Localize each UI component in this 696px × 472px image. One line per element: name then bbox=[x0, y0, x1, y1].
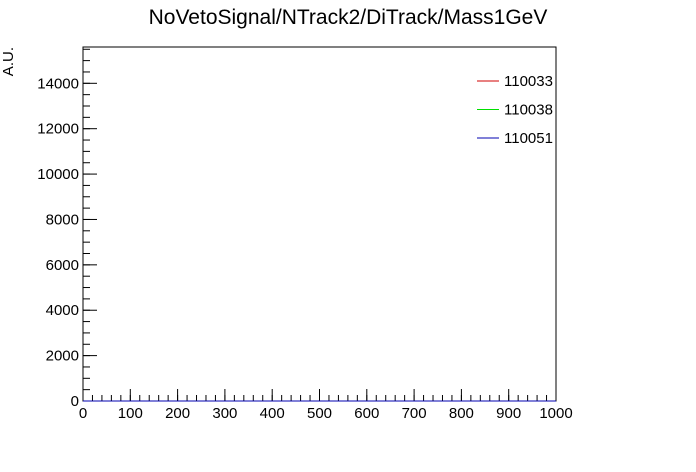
x-tick-label: 600 bbox=[354, 405, 379, 422]
x-tick-label: 700 bbox=[402, 405, 427, 422]
x-tick-label: 900 bbox=[496, 405, 521, 422]
legend: 110033 110038 110051 bbox=[477, 73, 553, 147]
x-tick-label: 1000 bbox=[539, 405, 572, 422]
legend-label: 110038 bbox=[504, 102, 553, 119]
y-tick-label: 4000 bbox=[46, 302, 79, 319]
legend-label: 110051 bbox=[504, 130, 553, 147]
x-tick-label: 200 bbox=[165, 405, 190, 422]
x-tick-label: 400 bbox=[260, 405, 285, 422]
x-axis: 0 100 200 300 400 500 600 700 800 900 1000 bbox=[79, 389, 573, 422]
y-tick-label: 10000 bbox=[37, 166, 79, 183]
chart-title: NoVetoSignal/NTrack2/DiTrack/Mass1GeV bbox=[149, 6, 548, 29]
x-tick-label: 500 bbox=[307, 405, 332, 422]
y-axis: 0 2000 4000 6000 8000 10000 12000 14000 bbox=[37, 48, 97, 410]
y-tick-label: 8000 bbox=[46, 211, 79, 228]
y-tick-label: 0 bbox=[71, 393, 79, 410]
y-tick-label: 12000 bbox=[37, 121, 79, 138]
x-tick-label: 0 bbox=[79, 405, 87, 422]
plot-frame bbox=[82, 46, 557, 402]
y-tick-label: 6000 bbox=[46, 257, 79, 274]
x-tick-label: 300 bbox=[212, 405, 237, 422]
x-tick-label: 800 bbox=[449, 405, 474, 422]
y-axis-label: A.U. bbox=[0, 47, 17, 76]
legend-label: 110033 bbox=[504, 73, 553, 90]
x-tick-label: 100 bbox=[118, 405, 143, 422]
y-tick-label: 2000 bbox=[46, 348, 79, 365]
y-tick-label: 14000 bbox=[37, 75, 79, 92]
